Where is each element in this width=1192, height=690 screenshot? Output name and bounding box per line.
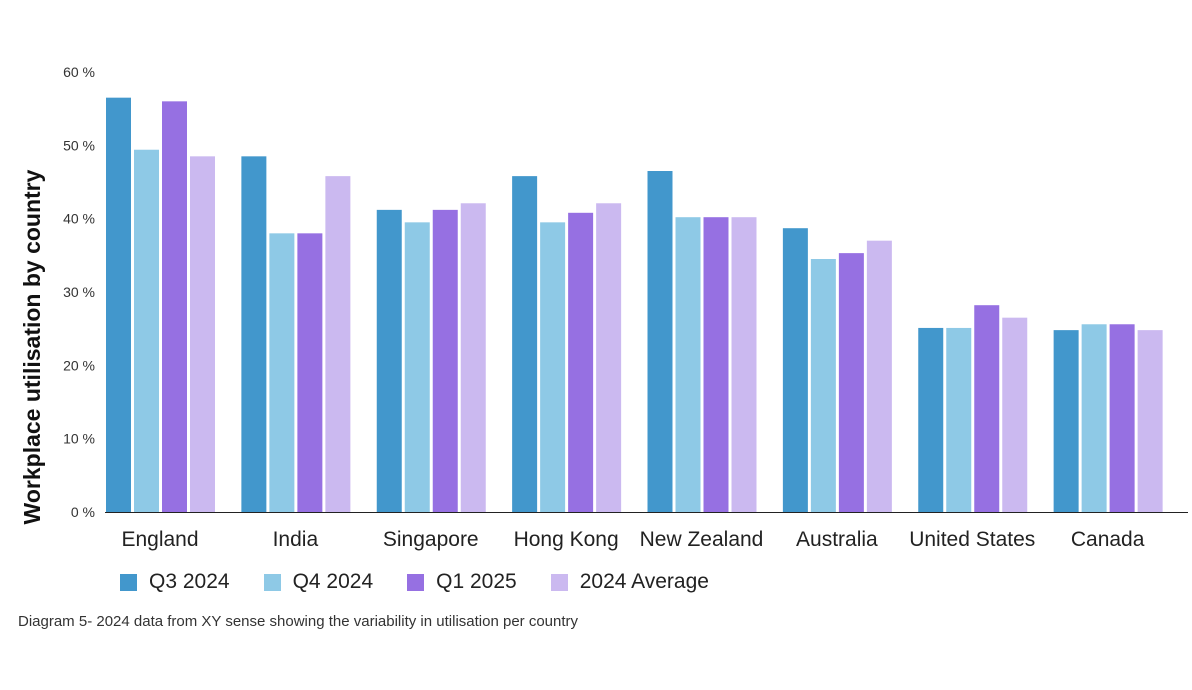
y-tick-label: 50 % bbox=[63, 137, 95, 153]
bar-singapore-2024-average bbox=[460, 203, 486, 512]
x-tick-label: Hong Kong bbox=[514, 528, 619, 551]
bar-india-q4-2024 bbox=[269, 233, 295, 513]
bar-canada-2024-average bbox=[1137, 330, 1163, 512]
bar-england-q4-2024 bbox=[134, 149, 159, 512]
bar-new-zealand-q4-2024 bbox=[675, 217, 701, 512]
bar-england-q3-2024 bbox=[106, 97, 131, 513]
x-tick-label: Australia bbox=[796, 528, 878, 551]
bar-united-states-q1-2025 bbox=[974, 305, 1000, 512]
bar-canada-q3-2024 bbox=[1053, 330, 1079, 512]
x-tick-label: England bbox=[121, 528, 198, 551]
legend-label-q1-2025: Q1 2025 bbox=[436, 570, 517, 593]
bar-hong-kong-q1-2025 bbox=[568, 212, 594, 513]
legend-item-q4-2024: Q4 2024 bbox=[263, 570, 374, 594]
legend-label-2024-average: 2024 Average bbox=[579, 570, 709, 593]
bar-india-q1-2025 bbox=[297, 233, 323, 513]
bar-australia-2024-average bbox=[866, 240, 892, 512]
legend-item-q1-2025: Q1 2025 bbox=[407, 570, 517, 594]
x-tick-label: India bbox=[273, 528, 319, 551]
y-tick-label: 60 % bbox=[63, 64, 95, 80]
legend-item-q3-2024: Q3 2024 bbox=[120, 570, 230, 594]
bar-hong-kong-q3-2024 bbox=[512, 176, 538, 512]
bar-australia-q1-2025 bbox=[838, 253, 864, 512]
bar-australia-q3-2024 bbox=[782, 228, 808, 512]
y-tick-label: 40 % bbox=[63, 211, 95, 227]
x-tick-label: New Zealand bbox=[640, 528, 764, 551]
bar-new-zealand-q1-2025 bbox=[703, 217, 729, 512]
bar-new-zealand-q3-2024 bbox=[647, 171, 673, 512]
bar-canada-q4-2024 bbox=[1081, 324, 1107, 512]
legend: Q3 2024 Q4 2024 Q1 2025 2024 Average bbox=[120, 570, 743, 594]
bar-australia-q4-2024 bbox=[810, 259, 836, 512]
bar-hong-kong-q4-2024 bbox=[540, 222, 566, 513]
bar-singapore-q4-2024 bbox=[404, 222, 430, 513]
bar-england-2024-average bbox=[190, 156, 215, 513]
y-tick-label: 30 % bbox=[63, 284, 95, 300]
x-tick-label: United States bbox=[909, 528, 1035, 551]
y-tick-label: 0 % bbox=[71, 504, 95, 520]
legend-swatch-q1-2025 bbox=[407, 573, 425, 591]
legend-label-q3-2024: Q3 2024 bbox=[149, 570, 230, 593]
bar-canada-q1-2025 bbox=[1109, 324, 1135, 512]
legend-item-2024-average: 2024 Average bbox=[550, 570, 709, 594]
x-tick-label: Singapore bbox=[383, 528, 479, 551]
bar-united-states-2024-average bbox=[1002, 317, 1028, 512]
bar-hong-kong-2024-average bbox=[596, 203, 622, 512]
bar-singapore-q3-2024 bbox=[376, 209, 402, 512]
y-tick-label: 10 % bbox=[63, 431, 95, 447]
bar-india-q3-2024 bbox=[241, 156, 267, 513]
legend-swatch-q4-2024 bbox=[263, 573, 281, 591]
bar-chart: Workplace utilisation by country 0 % 10 % 2… bbox=[19, 64, 1188, 551]
y-tick-label: 20 % bbox=[63, 357, 95, 373]
legend-swatch-2024-average bbox=[550, 573, 568, 591]
bar-england-q1-2025 bbox=[162, 101, 187, 512]
bar-new-zealand-2024-average bbox=[731, 217, 757, 512]
x-tick-label: Canada bbox=[1071, 528, 1145, 551]
y-axis-title: Workplace utilisation by country bbox=[19, 169, 45, 524]
bar-india-2024-average bbox=[325, 176, 351, 512]
bar-singapore-q1-2025 bbox=[432, 209, 458, 512]
bar-united-states-q3-2024 bbox=[918, 327, 944, 512]
bar-united-states-q4-2024 bbox=[946, 327, 972, 512]
legend-label-q4-2024: Q4 2024 bbox=[292, 570, 374, 593]
chart-caption: Diagram 5- 2024 data from XY sense showi… bbox=[18, 613, 579, 630]
legend-swatch-q3-2024 bbox=[120, 573, 137, 591]
